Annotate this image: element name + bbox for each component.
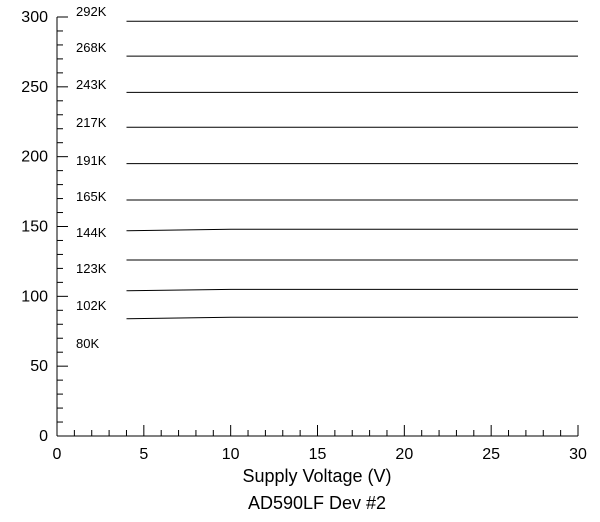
x-tick-label: 30 [569, 446, 587, 463]
series-label-268K: 268K [76, 40, 107, 55]
series-group [126, 20, 578, 320]
series-label-243K: 243K [76, 77, 107, 92]
series-line-80K [126, 316, 578, 320]
y-tick-label: 150 [21, 219, 48, 236]
y-tick-label: 0 [39, 428, 48, 445]
series-line-102K [126, 288, 578, 292]
x-tick-label: 10 [222, 446, 240, 463]
x-tick-label: 25 [482, 446, 500, 463]
axes [56, 17, 578, 437]
y-tick-label: 50 [30, 358, 48, 375]
series-label-191K: 191K [76, 153, 107, 168]
series-label-102K: 102K [76, 298, 107, 313]
series-label-80K: 80K [76, 336, 99, 351]
y-tick-label: 200 [21, 149, 48, 166]
y-tick-label: 250 [21, 79, 48, 96]
chart-title: AD590LF Dev #2 [248, 493, 386, 513]
series-label-165K: 165K [76, 189, 107, 204]
y-tick-label: 300 [21, 9, 48, 26]
x-tick-label: 15 [309, 446, 327, 463]
series-labels: 292K 268K 243K 217K 191K 165K 144K 123K 102K 80K [76, 4, 107, 351]
x-axis-title: Supply Voltage (V) [242, 466, 391, 486]
series-label-144K: 144K [76, 225, 107, 240]
y-tick-label: 100 [21, 288, 48, 305]
series-line-144K [126, 228, 578, 232]
x-tick-label: 0 [53, 446, 62, 463]
ticks [56, 16, 579, 437]
series-label-123K: 123K [76, 261, 107, 276]
x-tick-label: 5 [139, 446, 148, 463]
series-label-292K: 292K [76, 4, 107, 19]
series-label-217K: 217K [76, 115, 107, 130]
x-tick-label: 20 [395, 446, 413, 463]
